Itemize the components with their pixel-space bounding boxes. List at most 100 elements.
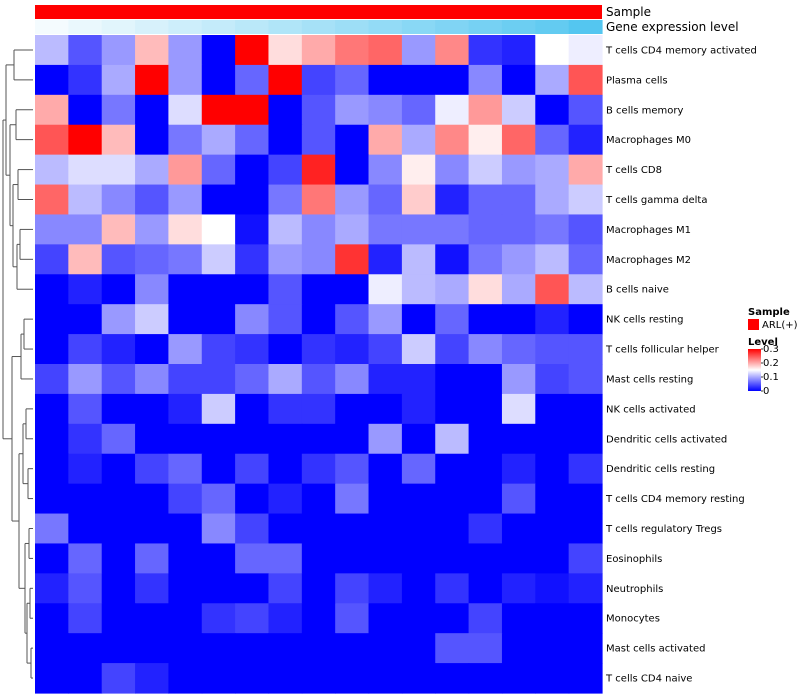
heatmap-cell bbox=[368, 184, 403, 216]
heatmap-cell bbox=[135, 64, 170, 96]
heatmap-cell bbox=[468, 364, 503, 395]
heatmap-cell bbox=[68, 274, 103, 305]
heatmap-cell bbox=[135, 244, 170, 275]
heatmap-cell bbox=[401, 184, 436, 216]
heatmap-cell bbox=[235, 453, 270, 485]
heatmap-cell bbox=[468, 573, 503, 604]
heatmap-cell bbox=[301, 573, 336, 604]
heatmap-cell bbox=[201, 35, 236, 66]
heatmap-cell bbox=[168, 513, 203, 545]
heatmap-cell bbox=[401, 633, 436, 664]
heatmap-cell bbox=[168, 214, 203, 245]
heatmap-cell bbox=[368, 633, 403, 664]
heatmap-cell bbox=[101, 35, 136, 66]
heatmap-cell bbox=[401, 154, 436, 186]
heatmap-cell bbox=[101, 124, 136, 156]
legend-sample-item: ARL(+) bbox=[762, 320, 798, 331]
heatmap-cell bbox=[235, 94, 270, 126]
heatmap-cell bbox=[335, 573, 370, 604]
heatmap-cell bbox=[501, 483, 536, 515]
row-label: T cells CD4 memory activated bbox=[605, 45, 757, 56]
heatmap-cell bbox=[335, 304, 370, 335]
heatmap-cell bbox=[368, 543, 403, 574]
heatmap-cell bbox=[101, 603, 136, 634]
row-label: T cells follicular helper bbox=[605, 345, 720, 356]
row-label: Macrophages M1 bbox=[606, 225, 691, 236]
heatmap-cell bbox=[501, 573, 536, 604]
heatmap-cell bbox=[435, 573, 470, 604]
heatmap-cell bbox=[201, 214, 236, 245]
expression-annotation-cell bbox=[468, 20, 503, 34]
heatmap-cell bbox=[235, 214, 270, 245]
heatmap-cell bbox=[35, 94, 69, 126]
heatmap-cell bbox=[268, 334, 303, 365]
heatmap-cell bbox=[235, 35, 270, 66]
heatmap-cell bbox=[568, 304, 603, 335]
legend-sample-swatch bbox=[748, 319, 759, 330]
heatmap-cell bbox=[401, 124, 436, 156]
legend-sample-title: Sample bbox=[748, 307, 790, 318]
heatmap-cell bbox=[268, 393, 303, 425]
heatmap-cell bbox=[268, 423, 303, 455]
heatmap-cell bbox=[35, 35, 69, 66]
heatmap-cell bbox=[101, 483, 136, 515]
heatmap-cell bbox=[68, 453, 103, 485]
heatmap-cell bbox=[201, 423, 236, 455]
heatmap-cell bbox=[235, 244, 270, 275]
heatmap-cell bbox=[35, 423, 69, 455]
heatmap-cell bbox=[435, 274, 470, 305]
heatmap-cell bbox=[35, 663, 69, 694]
heatmap-cell bbox=[301, 244, 336, 275]
expression-annotation-cell bbox=[135, 20, 170, 34]
heatmap-cell bbox=[468, 633, 503, 664]
heatmap-cell bbox=[501, 393, 536, 425]
heatmap-cell bbox=[68, 154, 103, 186]
heatmap-cell bbox=[101, 154, 136, 186]
heatmap-cell bbox=[101, 334, 136, 365]
heatmap-cell bbox=[201, 94, 236, 126]
heatmap-cell bbox=[335, 453, 370, 485]
heatmap-cell bbox=[535, 35, 570, 66]
heatmap-cell bbox=[568, 633, 603, 664]
heatmap-cell bbox=[368, 214, 403, 245]
heatmap-cell bbox=[368, 423, 403, 455]
heatmap-cell bbox=[201, 513, 236, 545]
heatmap-cell bbox=[568, 423, 603, 455]
row-label: Monocytes bbox=[606, 614, 660, 625]
row-label: T cells gamma delta bbox=[605, 195, 707, 206]
heatmap-cell bbox=[301, 453, 336, 485]
heatmap-cell bbox=[568, 334, 603, 365]
legend-level-colorbar bbox=[748, 349, 761, 391]
heatmap-cell bbox=[235, 154, 270, 186]
heatmap-cell bbox=[68, 633, 103, 664]
heatmap-cell bbox=[335, 214, 370, 245]
heatmap-cell bbox=[501, 214, 536, 245]
heatmap-cell bbox=[168, 453, 203, 485]
heatmap-cell bbox=[335, 244, 370, 275]
heatmap-cell bbox=[401, 483, 436, 515]
heatmap-cell bbox=[68, 244, 103, 275]
heatmap-cell bbox=[368, 304, 403, 335]
expression-annotation-cell bbox=[535, 20, 570, 34]
heatmap-cell bbox=[301, 334, 336, 365]
heatmap-cell bbox=[568, 513, 603, 545]
heatmap-cell bbox=[468, 124, 503, 156]
heatmap-cell bbox=[435, 244, 470, 275]
heatmap-cell bbox=[135, 304, 170, 335]
heatmap-cell bbox=[235, 304, 270, 335]
heatmap-cell bbox=[168, 633, 203, 664]
heatmap-cell bbox=[268, 35, 303, 66]
heatmap-cell bbox=[168, 364, 203, 395]
heatmap-cell bbox=[335, 663, 370, 694]
heatmap-cell bbox=[335, 543, 370, 574]
heatmap-cell bbox=[535, 214, 570, 245]
heatmap-cell bbox=[201, 663, 236, 694]
heatmap-cell bbox=[568, 453, 603, 485]
heatmap-cell bbox=[401, 35, 436, 66]
heatmap-cell bbox=[435, 633, 470, 664]
heatmap-cell bbox=[68, 483, 103, 515]
expression-annotation-cell bbox=[401, 20, 436, 34]
heatmap-cell bbox=[101, 453, 136, 485]
heatmap-cell bbox=[268, 304, 303, 335]
heatmap-cell bbox=[35, 304, 69, 335]
